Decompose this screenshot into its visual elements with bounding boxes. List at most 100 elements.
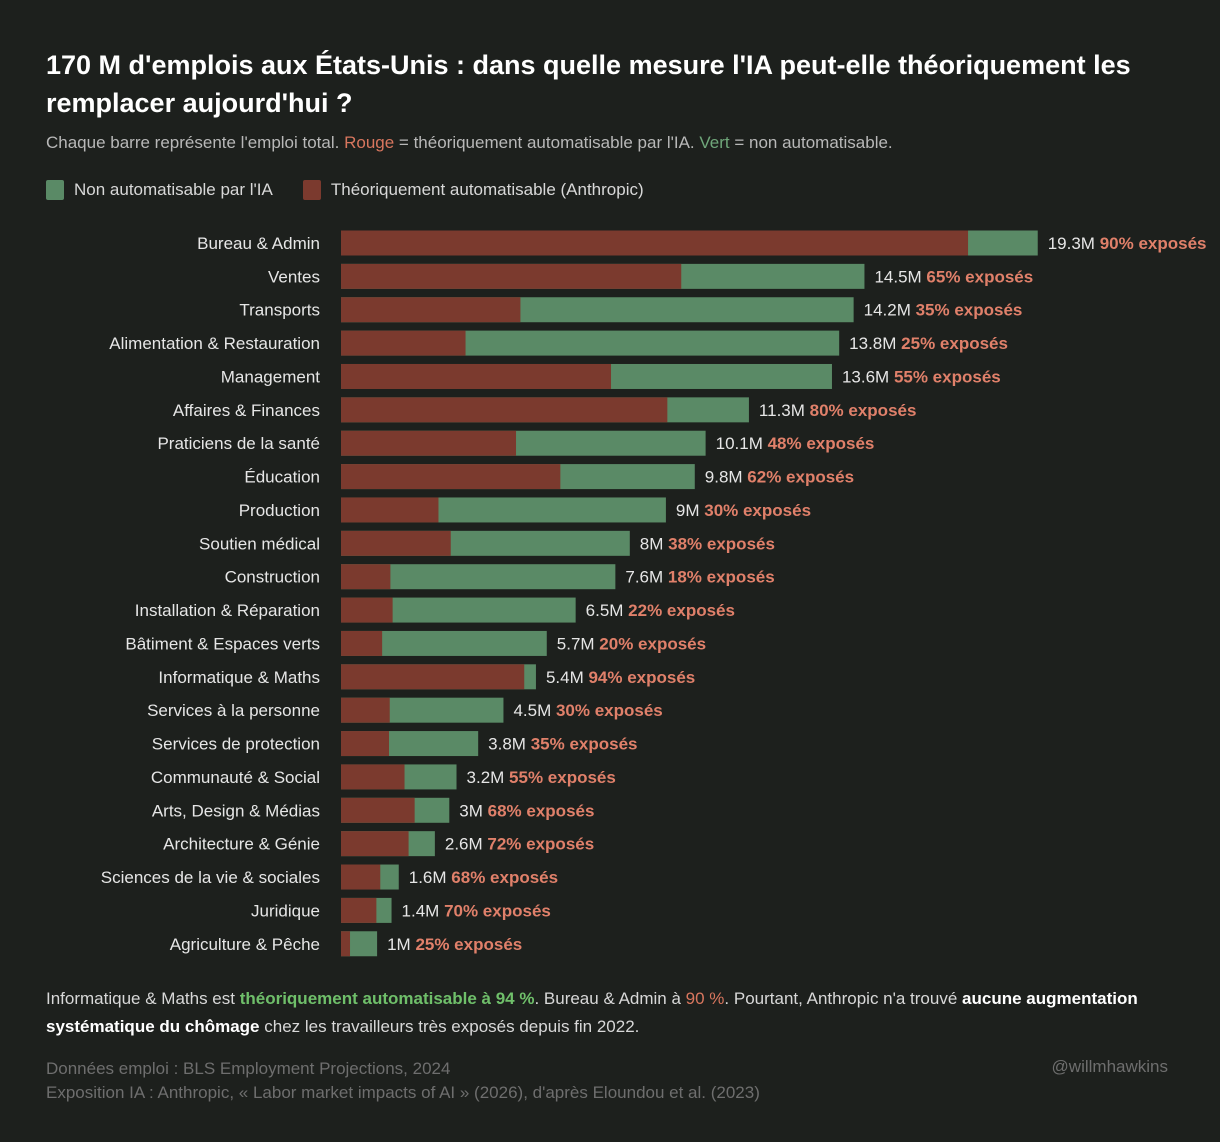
exposed-label: 68% exposés: [451, 868, 558, 887]
value-label: 1M 25% exposés: [387, 935, 522, 954]
bar-automatable: [341, 564, 391, 590]
bar-automatable: [341, 697, 390, 723]
bar-automatable: [341, 931, 351, 957]
total-label: 6.5M: [586, 601, 629, 620]
total-label: 1.4M: [402, 901, 445, 920]
category-label: Agriculture & Pêche: [170, 935, 320, 954]
value-label: 11.3M 80% exposés: [759, 401, 917, 420]
total-label: 9.8M: [705, 468, 748, 487]
bar-automatable: [341, 430, 517, 456]
category-label: Production: [239, 501, 320, 520]
legend-swatch-green: [46, 180, 64, 200]
total-label: 11.3M: [759, 401, 810, 420]
note-text: . Pourtant, Anthropic n'a trouvé: [724, 989, 963, 1008]
note-text: . Bureau & Admin à: [534, 989, 686, 1008]
exposed-label: 72% exposés: [487, 835, 594, 854]
value-label: 5.4M 94% exposés: [546, 668, 695, 687]
note-text: Informatique & Maths est: [46, 989, 240, 1008]
exposed-label: 25% exposés: [901, 334, 1008, 353]
bar-automatable: [341, 330, 466, 356]
category-label: Sciences de la vie & sociales: [101, 868, 320, 887]
total-label: 5.4M: [546, 668, 589, 687]
category-label: Affaires & Finances: [173, 401, 320, 420]
total-label: 3M: [459, 801, 487, 820]
total-label: 1.6M: [409, 868, 452, 887]
value-label: 3.2M 55% exposés: [467, 768, 616, 787]
bar-automatable: [341, 897, 377, 923]
value-label: 14.2M 35% exposés: [864, 301, 1023, 320]
bar-automatable: [341, 731, 390, 757]
category-label: Ventes: [268, 267, 320, 286]
author-handle: @willmhawkins: [1051, 1057, 1168, 1076]
bar-automatable: [341, 497, 439, 523]
source-line: Données emploi : BLS Employment Projecti…: [46, 1059, 451, 1078]
bar-automatable: [341, 764, 405, 790]
exposed-label: 30% exposés: [556, 701, 663, 720]
total-label: 9M: [676, 501, 704, 520]
exposed-label: 20% exposés: [599, 634, 706, 653]
value-label: 3M 68% exposés: [459, 801, 594, 820]
value-label: 9.8M 62% exposés: [705, 468, 854, 487]
category-label: Construction: [225, 568, 320, 587]
bar-automatable: [341, 363, 612, 389]
note-text: chez les travailleurs très exposés depui…: [259, 1017, 640, 1036]
chart-title: 170 M d'emplois aux États-Unis : dans qu…: [46, 50, 1131, 118]
value-label: 1.4M 70% exposés: [402, 901, 551, 920]
legend-item-not-automatable: Non automatisable par l'IA: [46, 180, 273, 200]
exposed-label: 48% exposés: [768, 434, 875, 453]
subtitle-text: = non automatisable.: [729, 133, 893, 152]
exposed-label: 55% exposés: [509, 768, 616, 787]
value-label: 10.1M 48% exposés: [716, 434, 875, 453]
exposed-label: 38% exposés: [668, 534, 775, 553]
total-label: 3.8M: [488, 735, 531, 754]
legend: Non automatisable par l'IA Théoriquement…: [46, 180, 644, 200]
footnote: Informatique & Maths est théoriquement a…: [46, 985, 1176, 1041]
value-label: 2.6M 72% exposés: [445, 835, 594, 854]
total-label: 14.5M: [874, 267, 926, 286]
total-label: 7.6M: [625, 568, 668, 587]
total-label: 4.5M: [513, 701, 556, 720]
value-label: 13.8M 25% exposés: [849, 334, 1008, 353]
total-label: 14.2M: [864, 301, 916, 320]
value-label: 14.5M 65% exposés: [874, 267, 1033, 286]
category-label: Éducation: [244, 468, 320, 487]
bar-automatable: [341, 630, 383, 656]
total-label: 1M: [387, 935, 415, 954]
bar-automatable: [341, 831, 409, 857]
bar-automatable: [341, 864, 381, 890]
subtitle-red: Rouge: [344, 133, 395, 152]
value-label: 3.8M 35% exposés: [488, 735, 637, 754]
total-label: 2.6M: [445, 835, 488, 854]
legend-swatch-red: [302, 180, 321, 200]
exposed-label: 25% exposés: [415, 935, 522, 954]
category-label: Arts, Design & Médias: [152, 801, 320, 820]
category-label: Informatique & Maths: [158, 668, 320, 687]
category-label: Services à la personne: [147, 701, 320, 720]
total-label: 8M: [640, 534, 668, 553]
category-label: Soutien médical: [199, 534, 320, 553]
bar-automatable: [341, 464, 561, 490]
value-label: 5.7M 20% exposés: [557, 634, 706, 653]
category-label: Services de protection: [152, 735, 320, 754]
exposed-label: 35% exposés: [531, 735, 638, 754]
source-line: Exposition IA : Anthropic, « Labor marke…: [46, 1083, 760, 1102]
subtitle-text: = théoriquement automatisable par l'IA.: [394, 133, 700, 152]
value-label: 19.3M 90% exposés: [1048, 234, 1207, 253]
legend-label: Théoriquement automatisable (Anthropic): [330, 180, 644, 199]
category-label: Alimentation & Restauration: [109, 334, 320, 353]
bar-automatable: [341, 263, 682, 289]
exposed-label: 35% exposés: [916, 301, 1023, 320]
bar-automatable: [341, 597, 393, 623]
value-label: 4.5M 30% exposés: [513, 701, 662, 720]
value-label: 1.6M 68% exposés: [409, 868, 558, 887]
note-highlight-red: 90 %: [685, 989, 725, 1008]
category-label: Juridique: [251, 901, 320, 920]
bar-automatable: [341, 297, 521, 323]
exposed-label: 65% exposés: [926, 267, 1033, 286]
total-label: 13.8M: [849, 334, 901, 353]
exposed-label: 68% exposés: [488, 801, 595, 820]
bar-automatable: [341, 230, 969, 256]
exposed-label: 80% exposés: [810, 401, 917, 420]
exposed-label: 18% exposés: [668, 568, 775, 587]
category-label: Installation & Réparation: [135, 601, 320, 620]
